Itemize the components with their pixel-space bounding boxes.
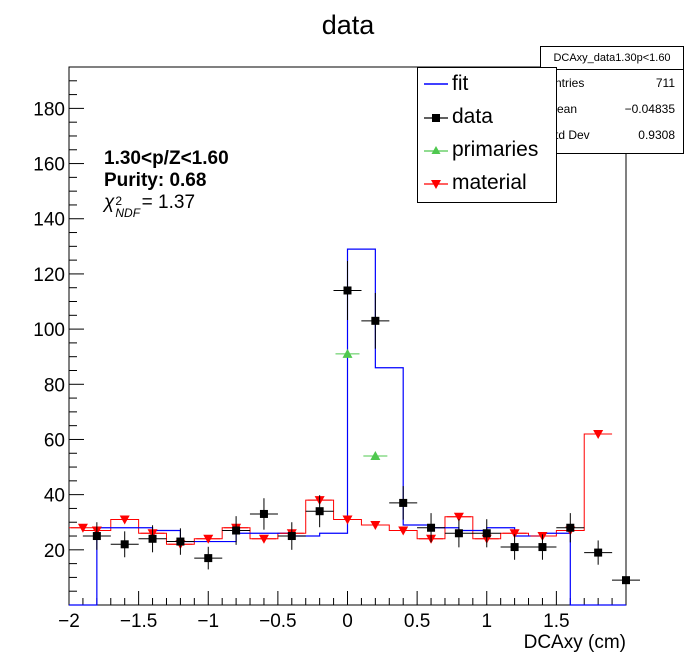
stats-stddev-value: 0.9308: [638, 128, 675, 142]
material-point: [258, 534, 269, 544]
fit-annotation: 1.30<p/Z<1.60 Purity: 0.68 χ 2 NDF = 1.37: [104, 148, 229, 220]
data-point: [232, 526, 241, 535]
data-point: [259, 509, 268, 518]
data-point: [315, 507, 324, 516]
primaries-point: [342, 348, 353, 358]
y-tick-label: 80: [44, 375, 65, 396]
data-point: [287, 532, 296, 541]
data-point: [176, 537, 185, 546]
legend: fit data primaries material: [417, 67, 557, 203]
legend-label-fit: fit: [452, 72, 469, 95]
y-tick-label: 40: [44, 486, 65, 507]
material-point: [398, 526, 409, 536]
legend-label-material: material: [452, 171, 527, 194]
x-tick-label: −1: [197, 611, 219, 632]
legend-label-primaries: primaries: [452, 138, 539, 161]
data-point: [510, 543, 519, 552]
x-tick-label: −0.5: [259, 611, 297, 632]
stats-box: DCAxy_data1.30p<1.60 Entries 711 Mean −0…: [540, 46, 684, 154]
data-point: [482, 529, 491, 538]
material-point: [203, 534, 214, 544]
data-point: [622, 576, 630, 585]
data-point: [343, 286, 352, 295]
legend-item-primaries: primaries: [418, 134, 556, 167]
purity-label: Purity: 0.68: [104, 170, 207, 191]
legend-item-data: data: [418, 101, 556, 134]
y-tick-label: 140: [33, 210, 65, 231]
data-point: [399, 498, 408, 507]
fit-histogram-line: [69, 248, 626, 606]
y-tick-label: 160: [33, 155, 65, 176]
data-point: [427, 523, 436, 532]
y-tick-label: 60: [44, 430, 65, 451]
material-point: [342, 515, 353, 525]
data-point: [538, 543, 547, 552]
fit-line-icon: [424, 83, 448, 85]
y-tick-label: 100: [33, 320, 65, 341]
x-tick-label: 0: [342, 611, 353, 632]
data-point: [594, 548, 603, 557]
data-point: [204, 554, 213, 563]
x-tick-label: 1: [481, 611, 492, 632]
triangle-up-marker-icon: [424, 146, 448, 154]
material-point: [593, 429, 604, 439]
x-tick-label: −1.5: [120, 611, 158, 632]
data-point: [371, 316, 380, 325]
stats-stddev-row: Std Dev 0.9308: [541, 122, 683, 148]
chart-title: data: [322, 10, 376, 40]
x-tick-label: 0.5: [404, 611, 430, 632]
material-point: [509, 529, 520, 539]
stats-entries-value: 711: [655, 76, 675, 90]
data-point: [454, 529, 463, 538]
material-point: [77, 523, 88, 533]
x-axis-label: DCAxy (cm): [524, 632, 626, 653]
y-tick-label: 120: [33, 265, 65, 286]
data-point: [92, 532, 101, 541]
stats-mean-row: Mean −0.04835: [541, 96, 683, 122]
legend-item-fit: fit: [418, 68, 556, 101]
primaries-point: [370, 451, 381, 461]
stats-title: DCAxy_data1.30p<1.60: [541, 47, 683, 70]
chi2-label: χ 2 NDF = 1.37: [104, 192, 196, 220]
stats-mean-value: −0.04835: [624, 102, 675, 116]
x-tick-label: 1.5: [543, 611, 569, 632]
material-point: [119, 515, 130, 525]
momentum-range-label: 1.30<p/Z<1.60: [104, 148, 229, 169]
legend-item-material: material: [418, 167, 556, 200]
stats-stddev-label: Std Dev: [547, 128, 590, 142]
square-marker-icon: [424, 114, 448, 122]
data-point: [566, 523, 575, 532]
data-point: [148, 534, 157, 543]
x-tick-label: −2: [58, 611, 80, 632]
y-tick-label: 180: [33, 99, 65, 120]
material-point: [370, 520, 381, 530]
material-point: [453, 512, 464, 522]
y-tick-label: 20: [44, 541, 65, 562]
stats-entries-row: Entries 711: [541, 70, 683, 96]
chi2-value: = 1.37: [141, 192, 196, 213]
data-point: [120, 540, 129, 549]
legend-label-data: data: [452, 105, 493, 128]
triangle-down-marker-icon: [424, 180, 448, 189]
